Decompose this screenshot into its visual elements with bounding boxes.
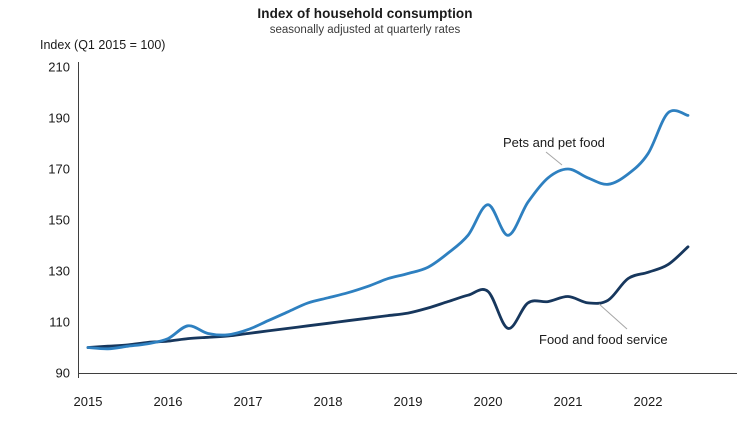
y-tick-label: 110 — [49, 315, 70, 330]
y-tick-label: 210 — [48, 60, 70, 75]
x-tick-label: 2016 — [154, 394, 183, 409]
x-tick-label: 2015 — [74, 394, 103, 409]
y-tick-label: 190 — [48, 111, 70, 126]
chart-title: Index of household consumption — [257, 6, 473, 21]
y-tick-label: 90 — [56, 366, 70, 381]
y-tick-label: 170 — [48, 162, 70, 177]
pets-label-leader-line — [545, 151, 563, 166]
x-tick-label: 2018 — [314, 394, 343, 409]
pets-series-label: Pets and pet food — [503, 135, 605, 150]
y-axis-title: Index (Q1 2015 = 100) — [40, 38, 166, 52]
x-axis-tick-labels: 2015 2016 2017 2018 2019 2020 2021 2022 — [74, 394, 663, 409]
y-axis-tick-labels: 210 190 170 150 130 110 90 — [48, 60, 70, 381]
x-tick-label: 2019 — [394, 394, 423, 409]
y-tick-label: 130 — [48, 264, 70, 279]
food-series-line — [86, 245, 690, 349]
x-tick-label: 2021 — [554, 394, 583, 409]
x-tick-label: 2020 — [474, 394, 503, 409]
x-tick-label: 2017 — [234, 394, 263, 409]
chart-subtitle: seasonally adjusted at quarterly rates — [269, 24, 461, 36]
y-tick-label: 150 — [48, 213, 70, 228]
food-series-label: Food and food service — [539, 332, 668, 347]
food-label-leader-line — [598, 303, 628, 330]
pets-series-line — [86, 109, 690, 351]
x-tick-label: 2022 — [634, 394, 663, 409]
